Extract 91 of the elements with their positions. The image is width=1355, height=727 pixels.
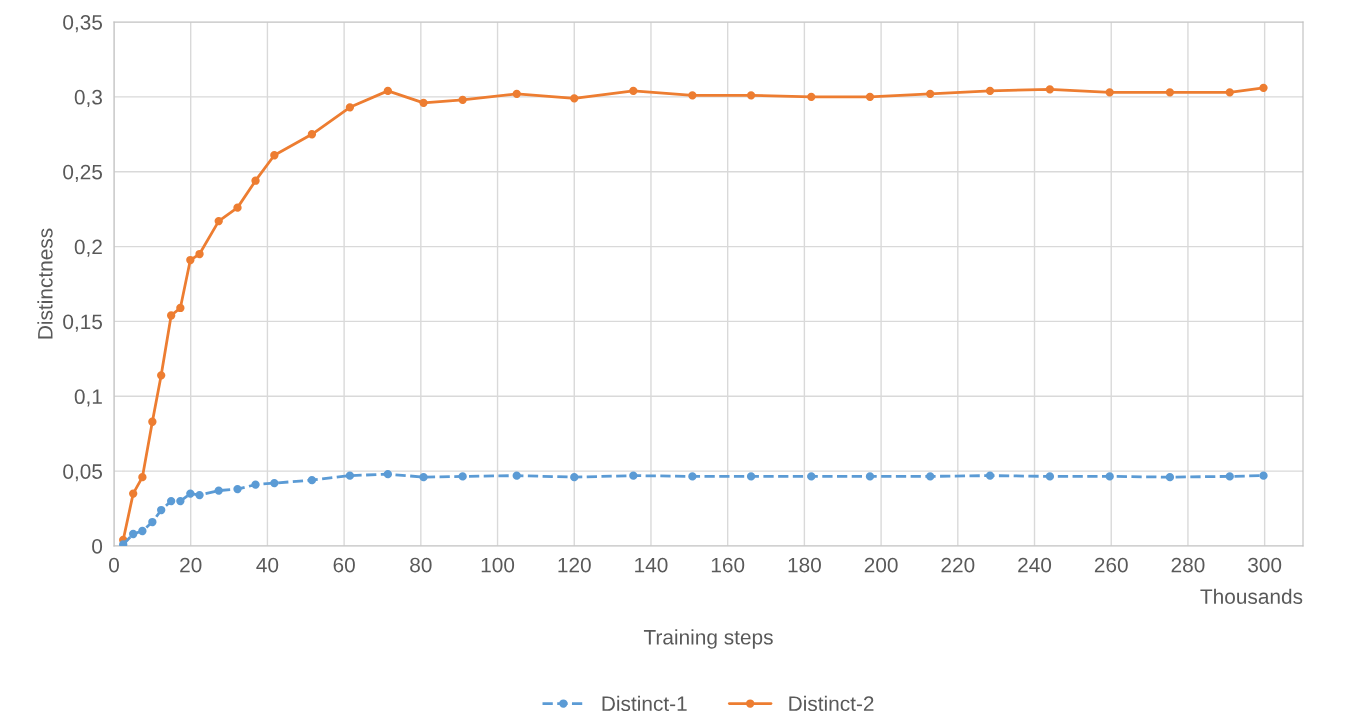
point: [345, 103, 355, 112]
point: [570, 94, 579, 103]
y-tick-label: 0,25: [63, 164, 103, 182]
point: [166, 496, 176, 506]
point: [138, 472, 147, 482]
point: [129, 489, 138, 498]
point: [985, 471, 995, 480]
point: [419, 472, 428, 482]
point: [307, 475, 317, 485]
point: [233, 484, 242, 494]
y-tick-label: 0,15: [63, 314, 103, 332]
x-tick-label: 240: [1018, 557, 1052, 573]
y-tick-label: 0,05: [63, 464, 103, 482]
point: [270, 478, 279, 488]
x-tick-label: 260: [1094, 557, 1128, 573]
point: [345, 471, 355, 480]
point: [688, 91, 697, 100]
point: [1225, 472, 1234, 481]
point: [419, 98, 428, 108]
x-tick-label: 180: [788, 557, 821, 573]
point: [148, 417, 157, 426]
point: [926, 472, 935, 481]
x-tick-label: 0: [109, 557, 119, 573]
point: [629, 471, 638, 480]
point: [807, 472, 816, 481]
point: [926, 89, 935, 99]
point: [251, 176, 260, 185]
point: [1045, 85, 1055, 94]
point: [157, 371, 166, 380]
x-tick-label: 120: [558, 557, 591, 573]
x-tick-label: 300: [1248, 557, 1282, 573]
point: [1259, 471, 1268, 480]
point: [233, 203, 242, 212]
point: [458, 472, 467, 481]
point: [176, 496, 185, 506]
point: [865, 92, 875, 102]
y-axis-title: Distinctness: [37, 228, 53, 339]
y-tick-label: 0,3: [74, 89, 102, 108]
x-tick-label: 280: [1171, 557, 1205, 573]
point: [688, 472, 697, 481]
point: [512, 471, 521, 480]
point: [1259, 83, 1268, 93]
point: [148, 517, 157, 527]
x-tick-label: 160: [711, 557, 745, 573]
point: [166, 311, 176, 320]
point: [1165, 88, 1175, 97]
y-tick-label: 0,2: [74, 239, 102, 257]
y-tick-label: 0,35: [63, 15, 103, 33]
point: [512, 89, 521, 99]
point: [458, 95, 467, 105]
point: [746, 91, 756, 100]
x-tick-label: 40: [256, 557, 279, 573]
x-tick-label: 60: [333, 557, 355, 573]
point: [383, 469, 393, 479]
point: [186, 255, 195, 265]
point: [1105, 88, 1114, 97]
point: [1105, 472, 1114, 481]
text: Thousands: [1200, 588, 1303, 604]
point: [1045, 472, 1055, 481]
x-axis-title: Training steps: [643, 629, 773, 649]
point: [251, 480, 260, 489]
y-tick-label: 0,1: [74, 389, 102, 407]
point: [214, 486, 223, 495]
x-tick-label: 80: [410, 557, 432, 573]
point: [570, 472, 579, 482]
point: [129, 529, 138, 539]
point: [985, 86, 995, 96]
y-tick-label: 0: [92, 539, 103, 554]
point: [186, 489, 195, 498]
x-tick-label: 200: [864, 557, 898, 573]
point: [157, 505, 166, 515]
legend-label: Distinct-1: [602, 695, 687, 712]
point: [865, 472, 875, 481]
legend-label: Distinct-2: [789, 695, 874, 712]
x-tick-label: 140: [635, 557, 668, 573]
point: [270, 151, 279, 160]
point: [195, 490, 204, 500]
point: [1165, 472, 1175, 482]
point: [807, 92, 816, 102]
point: [383, 86, 393, 96]
point: [138, 526, 147, 536]
point: [629, 86, 638, 96]
x-tick-label: 220: [941, 557, 975, 573]
point: [176, 303, 185, 313]
point: [214, 216, 223, 226]
x-tick-label: 20: [180, 557, 202, 573]
point: [307, 130, 317, 139]
point: [746, 472, 756, 481]
point: [195, 249, 204, 259]
point: [1225, 88, 1234, 97]
x-tick-label: 100: [481, 557, 515, 573]
